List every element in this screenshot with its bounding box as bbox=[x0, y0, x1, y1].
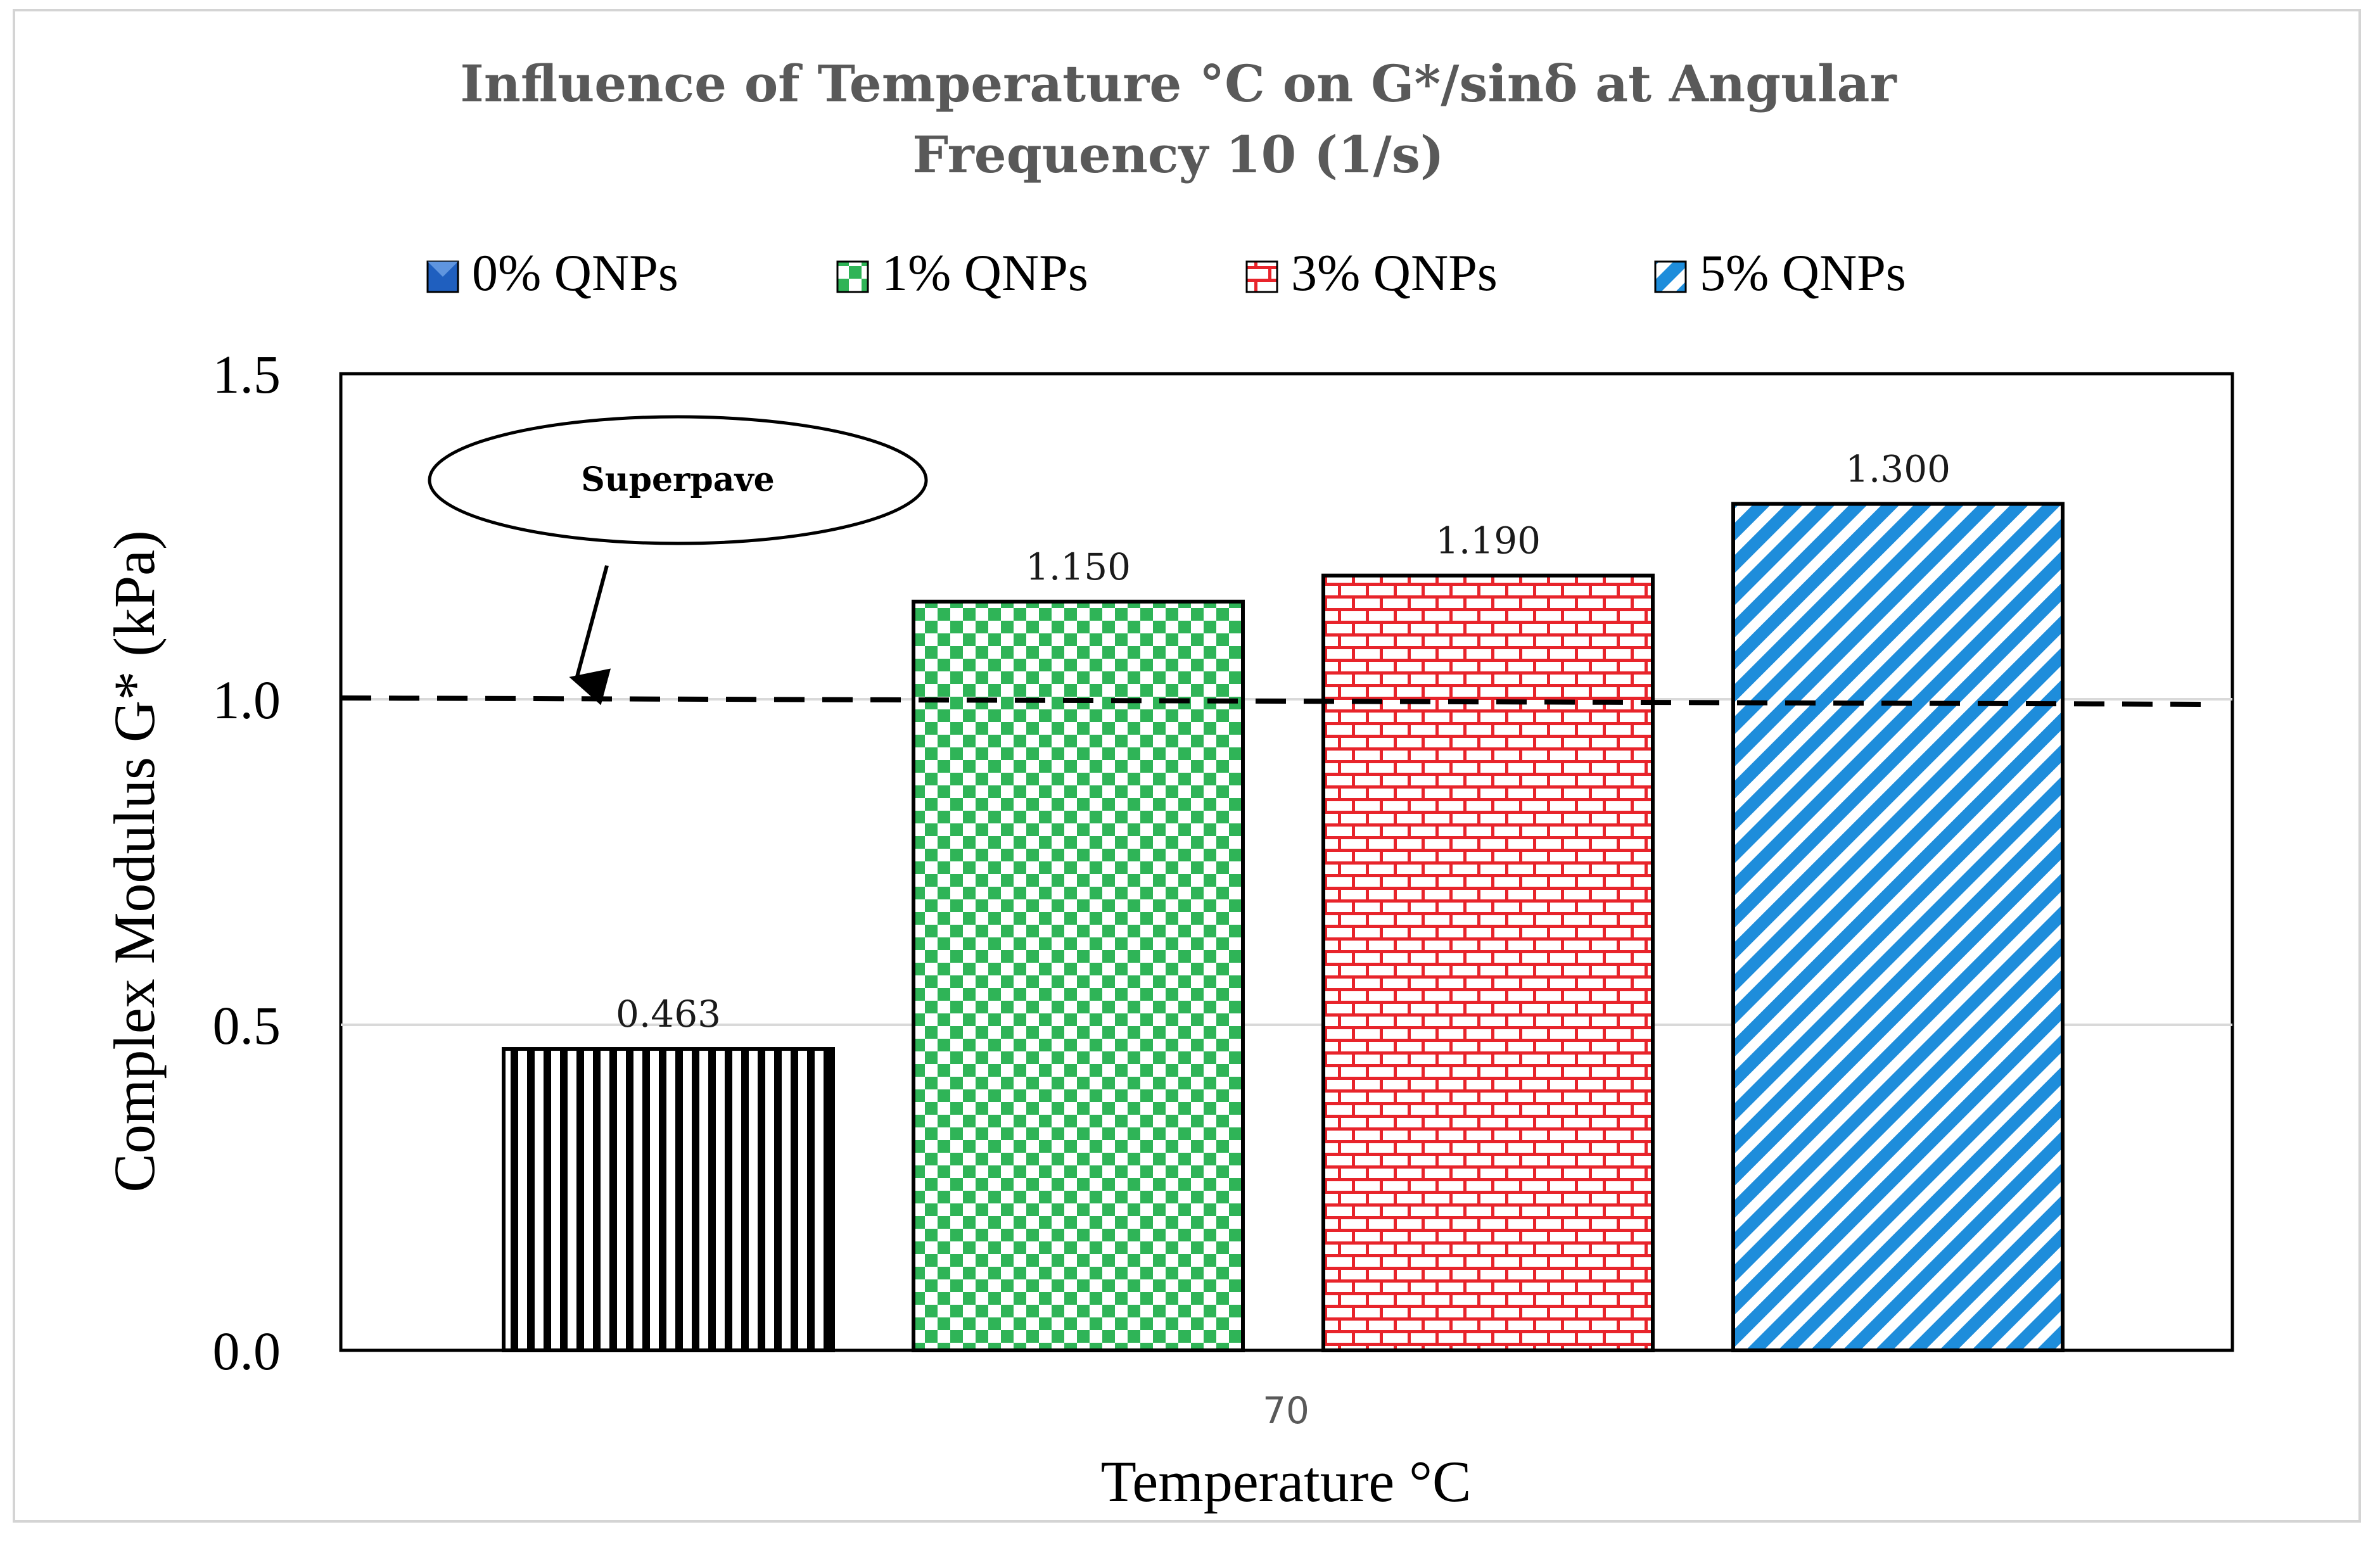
legend-swatch-2 bbox=[1245, 260, 1278, 293]
legend-item-0: 0% QNPs bbox=[426, 244, 678, 301]
legend-label-0: 0% QNPs bbox=[472, 244, 678, 301]
x-category-label-0: 70 bbox=[1263, 1389, 1309, 1432]
superpave-callout-label: Superpave bbox=[581, 460, 775, 499]
y-tick-label-1: 0.5 bbox=[213, 995, 281, 1056]
legend-swatch-3 bbox=[1654, 260, 1687, 293]
superpave-callout-ellipse bbox=[428, 415, 928, 545]
legend-item-3: 5% QNPs bbox=[1654, 244, 1906, 301]
bar-labels: 0.463 1.150 1.190 1.300 bbox=[616, 448, 1950, 1036]
legend-label-2: 3% QNPs bbox=[1291, 244, 1498, 301]
legend-label-3: 5% QNPs bbox=[1700, 244, 1906, 301]
bar-0-qnps bbox=[502, 1047, 835, 1352]
superpave-reference-line bbox=[340, 695, 2211, 707]
bar-1-qnps bbox=[912, 599, 1245, 1352]
y-axis-title: Complex Modulus G* (kPa) bbox=[102, 530, 167, 1192]
bar-value-label-2: 1.190 bbox=[1435, 519, 1541, 562]
bar-5-qnps bbox=[1731, 502, 2065, 1352]
legend-item-2: 3% QNPs bbox=[1245, 244, 1498, 301]
chart-title-line-2: Frequency 10 (1/s) bbox=[912, 125, 1444, 184]
x-axis-title: Temperature °C bbox=[1101, 1449, 1472, 1514]
chart-title-line-1: Influence of Temperature °C on G*/sinδ a… bbox=[460, 54, 1897, 113]
legend-swatch-1 bbox=[836, 260, 869, 293]
legend: 0% QNPs 1% QNPs 3% QNPs 5% QNPs bbox=[426, 244, 1906, 301]
y-tick-label-3: 1.5 bbox=[213, 344, 281, 405]
bars bbox=[502, 502, 2065, 1352]
superpave-callout-arrow bbox=[569, 565, 611, 706]
legend-swatch-0-shade bbox=[428, 262, 458, 277]
bar-value-label-0: 0.463 bbox=[616, 992, 721, 1036]
y-tick-label-2: 1.0 bbox=[213, 669, 281, 730]
legend-label-1: 1% QNPs bbox=[882, 244, 1088, 301]
bar-value-label-1: 1.150 bbox=[1026, 545, 1131, 588]
legend-item-1: 1% QNPs bbox=[836, 244, 1088, 301]
bar-3-qnps bbox=[1321, 573, 1655, 1352]
bar-value-label-3: 1.300 bbox=[1845, 448, 1950, 491]
plot-area bbox=[339, 372, 2234, 1352]
y-axis-ticks: 0.0 0.5 1.0 1.5 bbox=[213, 344, 281, 1381]
y-tick-label-0: 0.0 bbox=[213, 1321, 281, 1381]
